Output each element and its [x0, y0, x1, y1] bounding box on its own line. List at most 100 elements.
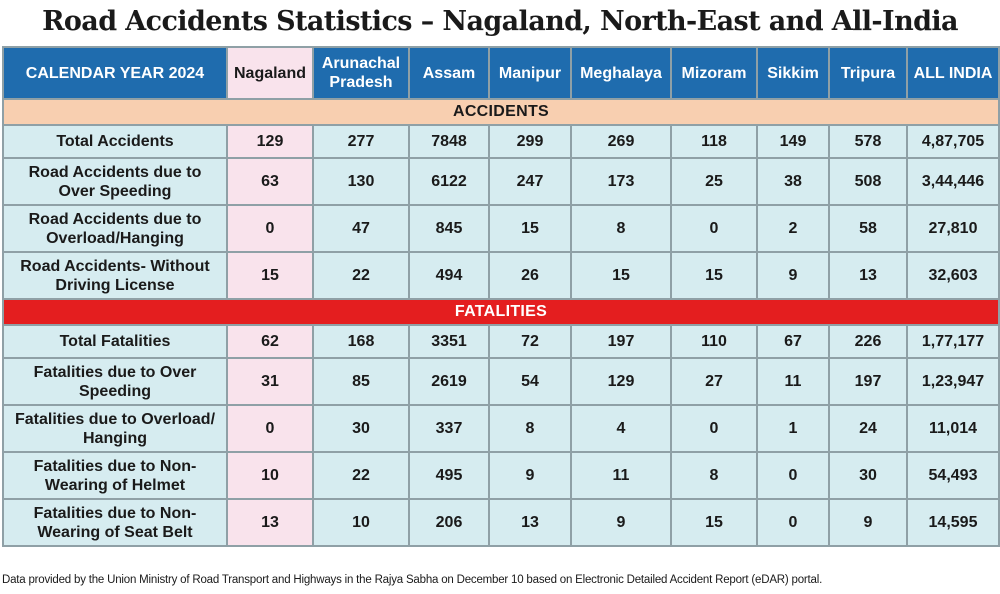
table-cell: 15: [670, 251, 758, 300]
column-header-all-india: ALL INDIA: [906, 46, 1000, 100]
table-cell: 337: [408, 404, 490, 453]
table-cell: 58: [828, 204, 908, 253]
table-cell: 15: [488, 204, 572, 253]
table-cell: 27: [670, 357, 758, 406]
table-row: Fatalities due to Non-Wearing of Helmet 1…: [2, 451, 1000, 500]
table-cell: 1,23,947: [906, 357, 1000, 406]
column-header-manipur: Manipur: [488, 46, 572, 100]
page-title: Road Accidents Statistics – Nagaland, No…: [42, 6, 958, 37]
table-cell: 2: [756, 204, 830, 253]
section-row-fatalities: FATALITIES: [2, 298, 1000, 326]
table-cell: 0: [670, 404, 758, 453]
table-cell: 4,87,705: [906, 124, 1000, 159]
table-cell: 845: [408, 204, 490, 253]
table-cell: 269: [570, 124, 672, 159]
table-cell: 168: [312, 324, 410, 359]
source-footnote: Data provided by the Union Ministry of R…: [2, 574, 823, 586]
table-cell: 72: [488, 324, 572, 359]
table-cell: 226: [828, 324, 908, 359]
table-row: Fatalities due to Over Speeding 31 85 2619 5…: [2, 357, 1000, 406]
table-cell: 15: [570, 251, 672, 300]
table-cell: 25: [670, 157, 758, 206]
table-cell: 1,77,177: [906, 324, 1000, 359]
table-cell: 10: [312, 498, 410, 547]
table-cell: 110: [670, 324, 758, 359]
row-label: Fatalities due to Overload/ Hanging: [2, 404, 228, 453]
row-label: Total Fatalities: [2, 324, 228, 359]
table-cell: 14,595: [906, 498, 1000, 547]
table-cell: 13: [226, 498, 314, 547]
column-header-assam: Assam: [408, 46, 490, 100]
table-cell: 31: [226, 357, 314, 406]
table-cell: 9: [488, 451, 572, 500]
row-label: Road Accidents- Without Driving License: [2, 251, 228, 300]
column-header-sikkim: Sikkim: [756, 46, 830, 100]
row-label: Road Accidents due to Overload/Hanging: [2, 204, 228, 253]
table-cell: 63: [226, 157, 314, 206]
table-cell: 11: [570, 451, 672, 500]
table-cell: 3,44,446: [906, 157, 1000, 206]
table-cell: 3351: [408, 324, 490, 359]
table-cell: 0: [756, 451, 830, 500]
table-row: Road Accidents due to Over Speeding 63 130…: [2, 157, 1000, 206]
header-row: CALENDAR YEAR 2024 Nagaland Arunachal Pr…: [2, 46, 1000, 100]
table-cell: 26: [488, 251, 572, 300]
table-cell: 10: [226, 451, 314, 500]
table-row: Fatalities due to Non-Wearing of Seat Be…: [2, 498, 1000, 547]
row-label: Fatalities due to Non-Wearing of Seat Be…: [2, 498, 228, 547]
table-cell: 578: [828, 124, 908, 159]
table-cell: 8: [670, 451, 758, 500]
row-label: Fatalities due to Over Speeding: [2, 357, 228, 406]
table-cell: 47: [312, 204, 410, 253]
column-header-meghalaya: Meghalaya: [570, 46, 672, 100]
table-cell: 30: [828, 451, 908, 500]
table-cell: 0: [226, 204, 314, 253]
table-cell: 4: [570, 404, 672, 453]
table-cell: 299: [488, 124, 572, 159]
row-label: Total Accidents: [2, 124, 228, 159]
table-cell: 149: [756, 124, 830, 159]
table-cell: 9: [756, 251, 830, 300]
section-heading: FATALITIES: [2, 298, 1000, 326]
table-cell: 197: [828, 357, 908, 406]
table-cell: 54: [488, 357, 572, 406]
section-heading: ACCIDENTS: [2, 98, 1000, 126]
table-cell: 38: [756, 157, 830, 206]
corner-header: CALENDAR YEAR 2024: [2, 46, 228, 100]
column-header-nagaland: Nagaland: [226, 46, 314, 100]
table-cell: 129: [226, 124, 314, 159]
table-cell: 247: [488, 157, 572, 206]
table-cell: 7848: [408, 124, 490, 159]
table-cell: 27,810: [906, 204, 1000, 253]
section-row-accidents: ACCIDENTS: [2, 98, 1000, 126]
statistics-table: CALENDAR YEAR 2024 Nagaland Arunachal Pr…: [2, 46, 1000, 547]
table-cell: 24: [828, 404, 908, 453]
column-header-tripura: Tripura: [828, 46, 908, 100]
table-row: Total Fatalities 62 168 3351 72 197 110 67 226 1,…: [2, 324, 1000, 359]
table-cell: 173: [570, 157, 672, 206]
column-header-mizoram: Mizoram: [670, 46, 758, 100]
table-cell: 85: [312, 357, 410, 406]
table-cell: 129: [570, 357, 672, 406]
table-cell: 67: [756, 324, 830, 359]
table-cell: 15: [226, 251, 314, 300]
row-label: Fatalities due to Non-Wearing of Helmet: [2, 451, 228, 500]
table-cell: 15: [670, 498, 758, 547]
table-cell: 0: [670, 204, 758, 253]
table-cell: 494: [408, 251, 490, 300]
table-cell: 22: [312, 451, 410, 500]
table-cell: 30: [312, 404, 410, 453]
table-row: Road Accidents due to Overload/Hanging 0 4…: [2, 204, 1000, 253]
column-header-arunachal-pradesh: Arunachal Pradesh: [312, 46, 410, 100]
table-cell: 0: [226, 404, 314, 453]
table-cell: 206: [408, 498, 490, 547]
table-cell: 277: [312, 124, 410, 159]
table-cell: 62: [226, 324, 314, 359]
table-cell: 54,493: [906, 451, 1000, 500]
table-cell: 13: [488, 498, 572, 547]
table-cell: 32,603: [906, 251, 1000, 300]
table-cell: 9: [570, 498, 672, 547]
table-body: ACCIDENTS Total Accidents 129 277 7848 299 269…: [2, 98, 1000, 547]
table-cell: 9: [828, 498, 908, 547]
table-cell: 11: [756, 357, 830, 406]
